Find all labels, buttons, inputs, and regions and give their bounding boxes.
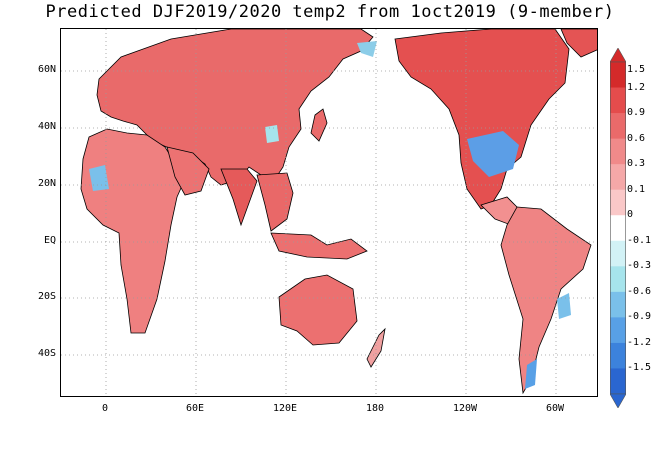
legend-label: 1.5 xyxy=(627,64,646,75)
cool-region-eastern-us xyxy=(467,131,519,177)
lat-label-20n: 20N xyxy=(37,178,56,189)
anomaly-map xyxy=(61,29,597,396)
land-north-america xyxy=(394,29,570,210)
land-india xyxy=(220,168,258,227)
colorbar xyxy=(609,47,627,409)
land-africa xyxy=(80,128,186,334)
lat-label-40s: 40S xyxy=(37,348,56,359)
legend-label: -1.2 xyxy=(627,336,652,348)
legend-label: 0.1 xyxy=(627,183,646,195)
land-japan xyxy=(310,108,328,142)
legend-label: 0.3 xyxy=(627,158,646,170)
land-australia xyxy=(278,274,358,346)
color-legend: 1.5 1.2 0.9 0.6 0.3 0.1 0 -0.1 -0.3 -0.6 -0.9 -1.2 -… xyxy=(609,47,660,409)
colorbar-segment xyxy=(610,87,626,114)
lon-label-120e: 120E xyxy=(272,403,298,414)
colorbar-segment xyxy=(610,342,626,369)
cool-region-china xyxy=(265,125,279,143)
legend-label: -0.1 xyxy=(627,234,652,246)
map-frame xyxy=(60,28,598,397)
lat-label-20s: 20S xyxy=(37,291,56,302)
colorbar-segment xyxy=(610,189,626,216)
land-indonesia xyxy=(270,232,368,260)
lat-label-60n: 60N xyxy=(37,64,56,75)
lon-label-120w: 120W xyxy=(452,403,478,414)
colorbar-segment xyxy=(610,62,626,88)
lat-label-40n: 40N xyxy=(37,121,56,132)
lat-label-eq: EQ xyxy=(43,235,56,246)
land-greenland xyxy=(560,29,597,58)
colorbar-segment xyxy=(610,215,626,242)
colorbar-segment xyxy=(610,164,626,191)
colorbar-segment xyxy=(610,317,626,344)
legend-label: -1.5 xyxy=(627,362,652,374)
colorbar-top-arrow xyxy=(609,47,627,63)
colorbar-segment xyxy=(610,368,626,395)
colorbar-segment xyxy=(610,113,626,140)
cool-region-western-sahara xyxy=(89,165,109,191)
land-south-america xyxy=(500,206,592,395)
chart-title: Predicted DJF2019/2020 temp2 from 1oct20… xyxy=(45,2,615,22)
colorbar-segment xyxy=(610,138,626,165)
legend-label: -0.6 xyxy=(627,285,652,297)
legend-label: 0.9 xyxy=(627,107,646,119)
colorbar-segment xyxy=(610,291,626,318)
legend-label: -0.3 xyxy=(627,260,652,272)
lon-label-0: 0 xyxy=(101,403,109,414)
legend-label: 0 xyxy=(627,209,634,221)
colorbar-bottom-arrow xyxy=(609,393,627,409)
map-gridlines xyxy=(61,29,597,396)
lon-label-180: 180 xyxy=(365,403,385,414)
lon-label-60e: 60E xyxy=(185,403,205,414)
legend-label: 0.6 xyxy=(627,132,646,144)
legend-label: -0.9 xyxy=(627,311,652,323)
land-se-asia xyxy=(256,172,294,232)
legend-label: 1.2 xyxy=(627,81,646,93)
colorbar-segment xyxy=(610,240,626,267)
cool-region-patagonia xyxy=(525,359,537,389)
lon-label-60w: 60W xyxy=(545,403,565,414)
land-arabia xyxy=(166,146,210,196)
cool-region-east-siberia xyxy=(357,41,377,57)
colorbar-segment xyxy=(610,266,626,293)
cool-region-brazil xyxy=(557,293,571,319)
